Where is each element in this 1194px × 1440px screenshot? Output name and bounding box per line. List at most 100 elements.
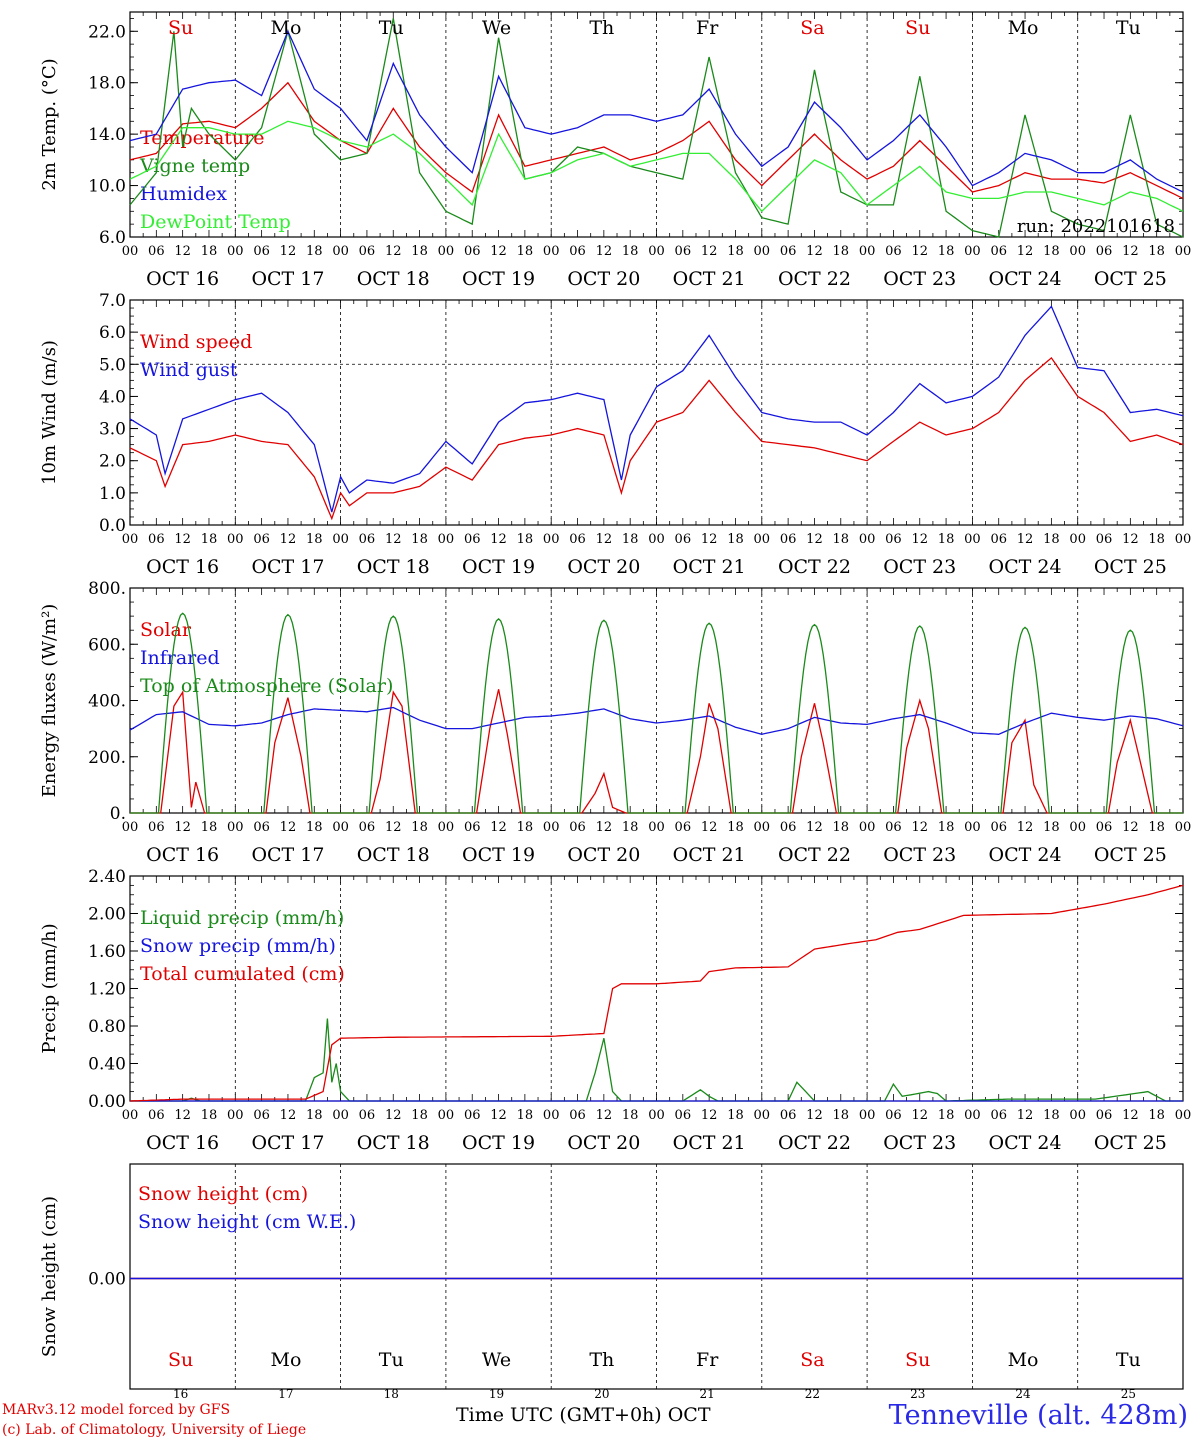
date-label: OCT 19 [462,268,535,290]
legend-entry: Humidex [140,183,227,205]
hour-tick-label: 00 [964,820,981,835]
panel-2: 0.0 1.0 2.0 3.0 4.0 5.0 6.0 7.0 10m Wind (m/s) 00… [39,291,1191,578]
date-label: OCT 20 [567,1132,640,1154]
date-label: OCT 20 [567,556,640,578]
hour-tick-label: 18 [833,532,850,547]
y-tick-label: 6.0 [99,323,126,343]
hour-tick-label: 12 [596,1108,613,1123]
hour-tick-label: 00 [227,1108,244,1123]
hour-tick-label: 18 [938,244,955,259]
hour-tick-label: 00 [1175,820,1192,835]
hour-tick-label: 06 [1096,820,1113,835]
hour-tick-label: 18 [622,244,639,259]
hour-tick-label: 00 [648,1108,665,1123]
hour-tick-label: 12 [701,532,718,547]
day-number: 17 [278,1387,293,1401]
y-tick-label: 4.0 [99,387,126,407]
hour-tick-label: 00 [648,820,665,835]
hour-tick-label: 18 [727,244,744,259]
hour-tick-label: 12 [490,532,507,547]
hour-tick-label: 00 [754,820,771,835]
date-label: OCT 16 [146,268,219,290]
y-tick-label: 200. [88,748,126,768]
hour-tick-label: 00 [332,1108,349,1123]
hour-tick-label: 06 [675,820,692,835]
hour-tick-label: 06 [148,1108,165,1123]
date-label: OCT 21 [673,1132,746,1154]
date-label: OCT 20 [567,844,640,866]
hour-tick-label: 06 [464,532,481,547]
hour-tick-label: 12 [280,244,297,259]
hour-tick-label: 12 [806,1108,823,1123]
hour-tick-label: 00 [648,532,665,547]
day-name-bottom: Fr [696,1349,719,1371]
date-label: OCT 24 [989,1132,1062,1154]
hour-tick-label: 00 [1069,244,1086,259]
day-name-top: Th [589,17,614,39]
hour-tick-label: 18 [306,532,323,547]
hour-tick-label: 12 [490,820,507,835]
hour-tick-label: 00 [543,820,560,835]
hour-tick-label: 00 [438,532,455,547]
series-line-2-2 [129,305,1184,513]
hour-tick-label: 00 [227,532,244,547]
hour-tick-label: 18 [727,1108,744,1123]
day-name-bottom: We [482,1349,511,1371]
station-label: Tenneville (alt. 428m) [888,1400,1188,1431]
date-label: OCT 25 [1094,844,1167,866]
y-tick-label: 0.80 [88,1017,126,1037]
hour-tick-label: 18 [727,532,744,547]
hour-tick-label: 12 [174,1108,191,1123]
date-label: OCT 19 [462,556,535,578]
hour-tick-label: 18 [411,532,428,547]
hour-tick-label: 12 [385,1108,402,1123]
y-axis-label: 10m Wind (m/s) [39,340,60,485]
hour-tick-label: 06 [569,532,586,547]
hour-tick-label: 18 [1148,244,1165,259]
day-number: 19 [489,1387,504,1401]
hour-tick-label: 00 [122,532,139,547]
hour-tick-label: 00 [332,820,349,835]
hour-tick-label: 06 [464,244,481,259]
date-label: OCT 22 [778,268,851,290]
day-name-bottom: Mo [1008,1349,1039,1371]
legend-entry: Infrared [140,647,220,669]
series-line-2-1 [129,356,1184,521]
hour-tick-label: 18 [1148,1108,1165,1123]
hour-tick-label: 12 [911,244,928,259]
y-tick-label: 0.40 [88,1055,126,1075]
hour-tick-label: 06 [990,1108,1007,1123]
hour-tick-label: 06 [148,820,165,835]
day-number: 25 [1121,1387,1136,1401]
date-label: OCT 24 [989,556,1062,578]
date-label: OCT 17 [251,556,324,578]
day-name-bottom: Sa [800,1349,824,1371]
day-number: 16 [173,1387,188,1401]
y-tick-label: 22.0 [88,22,126,42]
hour-tick-label: 06 [253,532,270,547]
hour-tick-label: 06 [569,820,586,835]
date-label: OCT 24 [989,844,1062,866]
hour-tick-label: 12 [490,1108,507,1123]
date-label: OCT 17 [251,844,324,866]
hour-tick-label: 06 [780,1108,797,1123]
hour-tick-label: 00 [1175,1108,1192,1123]
legend-entry: DewPoint Temp [140,211,291,233]
day-number: 22 [805,1387,820,1401]
hour-tick-label: 06 [885,1108,902,1123]
hour-tick-label: 18 [622,532,639,547]
y-tick-label: 6.0 [99,228,126,248]
run-label: run: 2022101618 [1017,216,1175,237]
y-tick-label: 1.0 [99,484,126,504]
hour-tick-label: 00 [754,1108,771,1123]
credit-line-2: (c) Lab. of Climatology, University of L… [2,1422,307,1438]
hour-tick-label: 12 [596,532,613,547]
y-tick-label: 5.0 [99,355,126,375]
hour-tick-label: 06 [359,244,376,259]
hour-tick-label: 00 [1069,1108,1086,1123]
day-number: 23 [910,1387,925,1401]
hour-tick-label: 18 [201,244,218,259]
hour-tick-label: 00 [859,1108,876,1123]
series-line-1-4 [129,120,1184,213]
hour-tick-label: 12 [1122,820,1139,835]
